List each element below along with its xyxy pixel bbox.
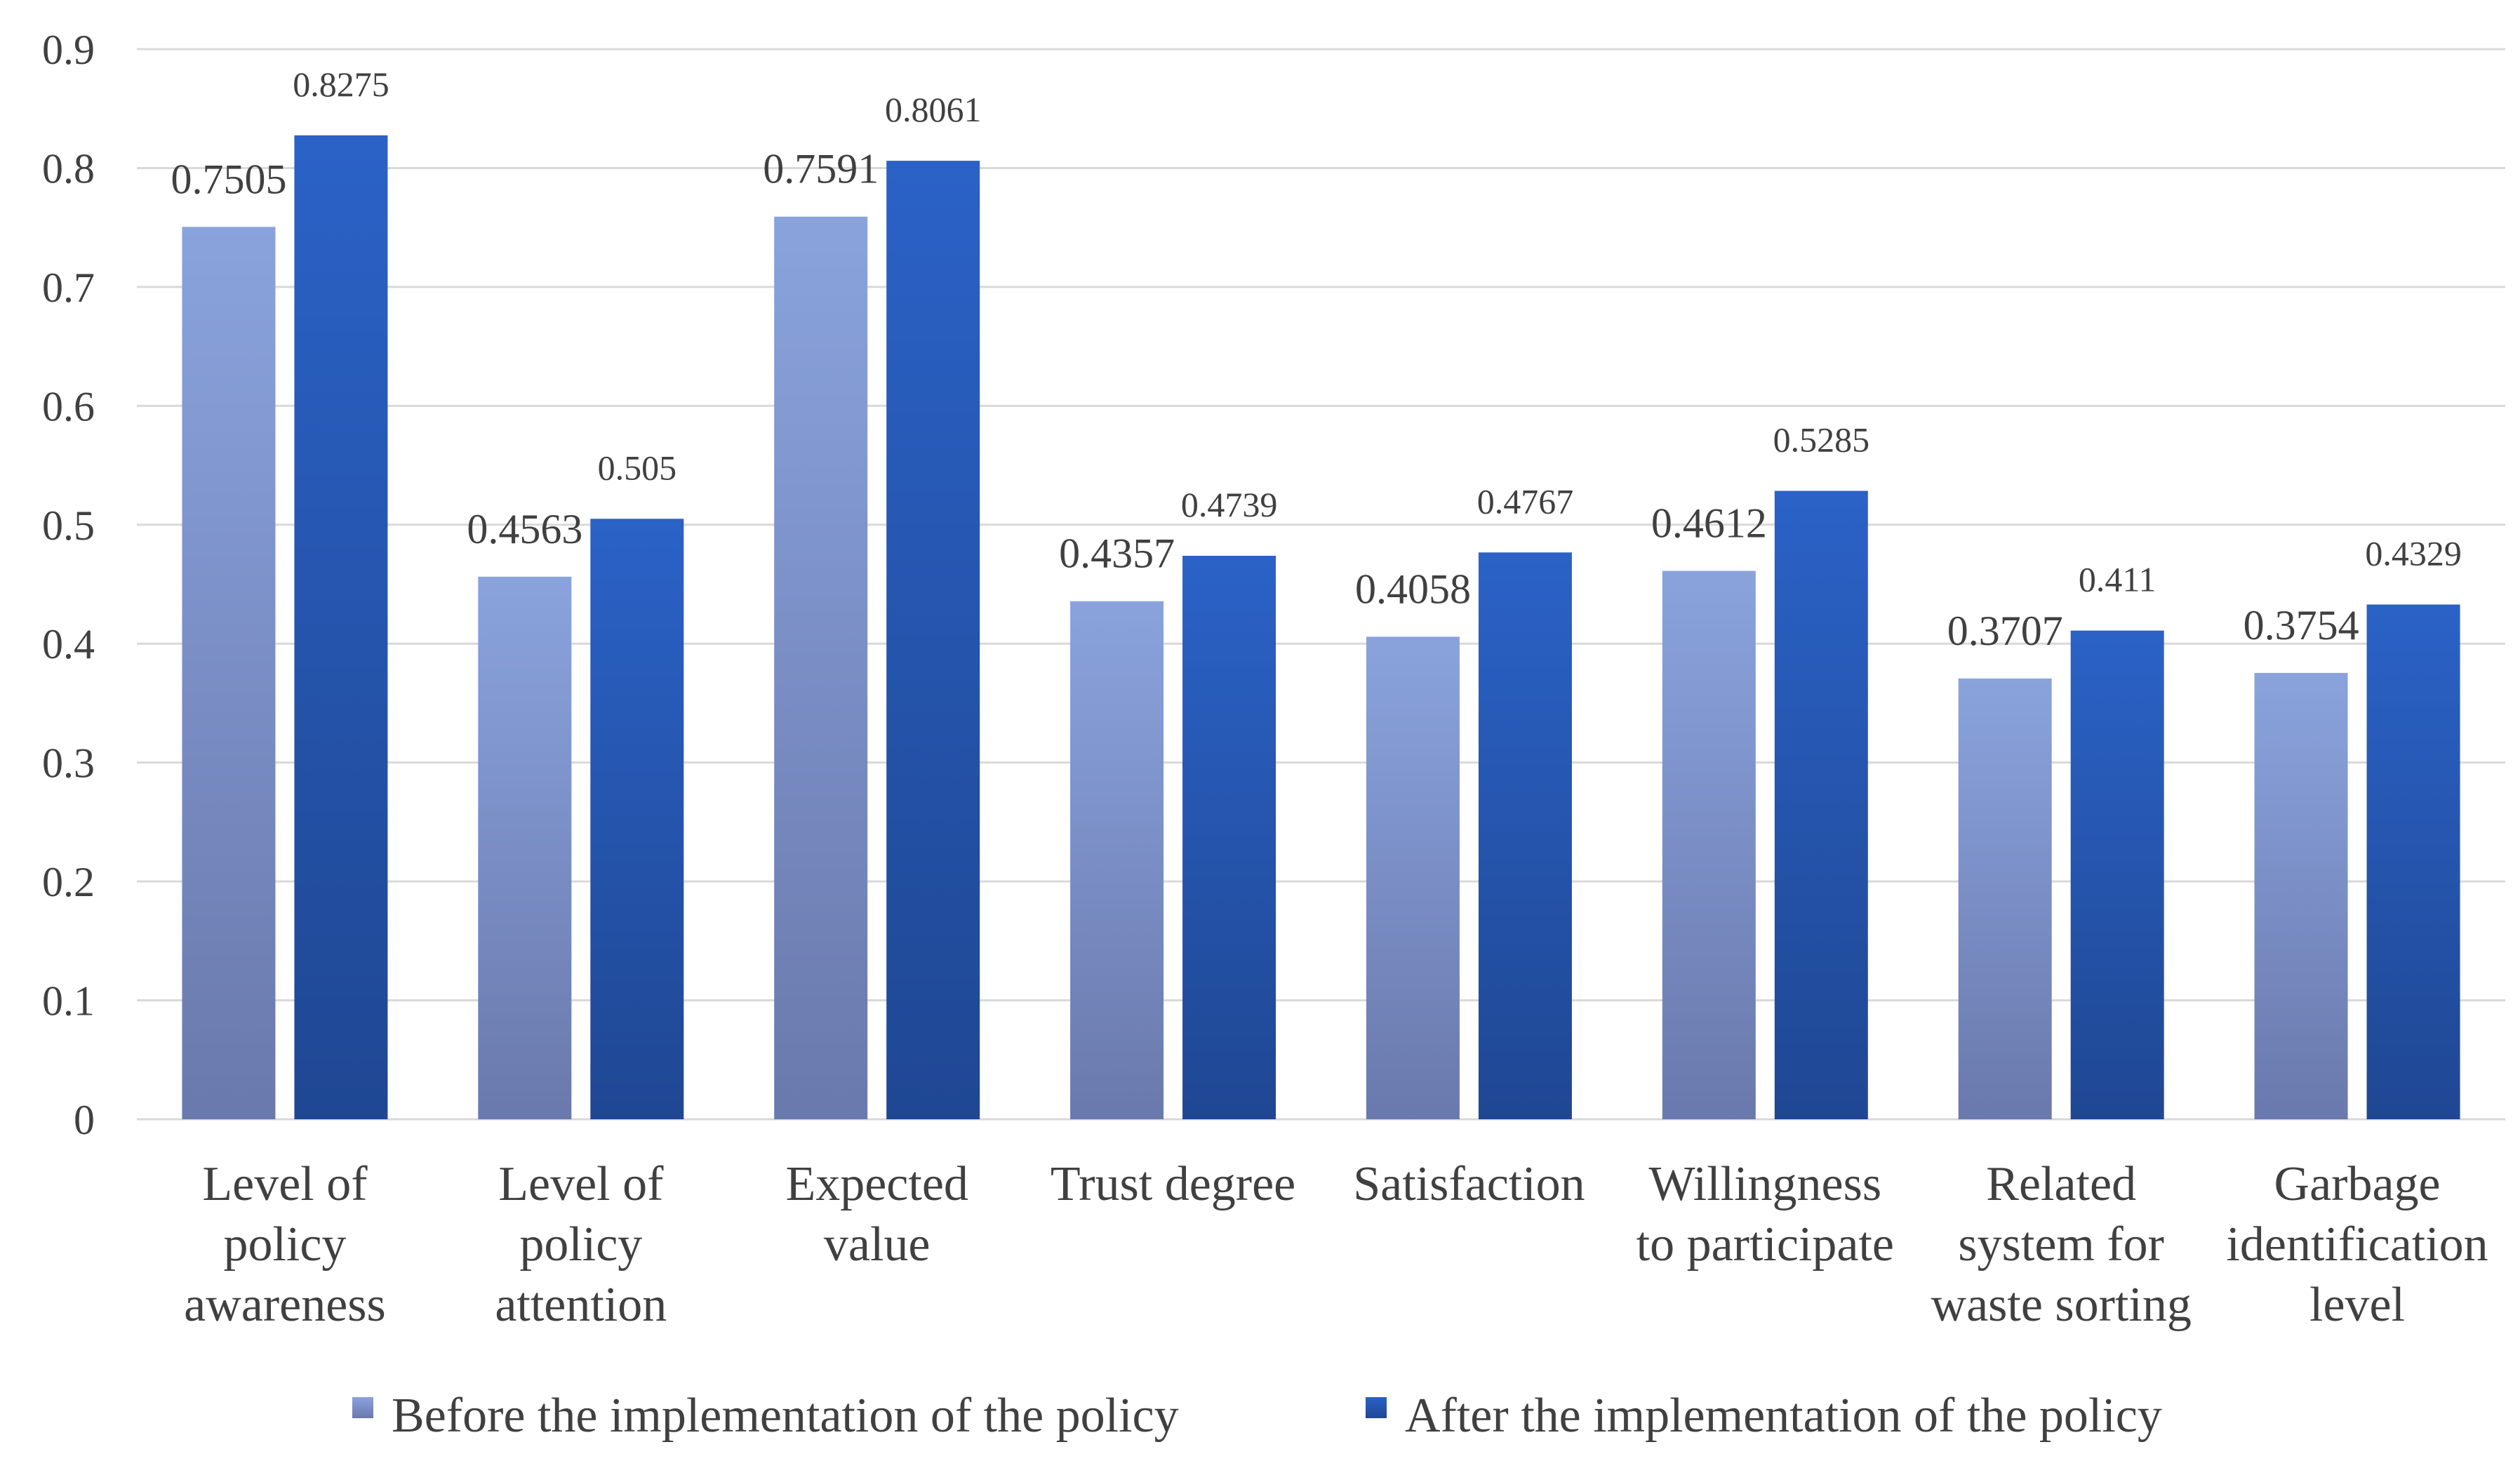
y-tick-label: 0.9 — [42, 27, 95, 73]
data-label-before: 0.3754 — [2244, 602, 2359, 648]
y-tick-label: 0.7 — [42, 265, 95, 311]
x-category-label: Trust degree — [1051, 1157, 1295, 1211]
x-category-label: Willingness to participate — [1636, 1157, 1894, 1272]
bar-after — [1478, 552, 1572, 1119]
y-axis-ticks: 0 0.1 0.2 0.3 0.4 0.5 0.6 0.7 0.8 0.9 — [42, 27, 95, 1143]
bar-before — [1958, 678, 2052, 1119]
y-tick-label: 0.4 — [42, 621, 95, 667]
legend-label-before: Before the implementation of the policy — [392, 1389, 1179, 1443]
bar-before — [2254, 672, 2348, 1119]
data-label-after: 0.4767 — [1477, 481, 1574, 521]
y-tick-label: 0.8 — [42, 145, 95, 192]
bar-before — [182, 227, 276, 1119]
y-tick-label: 0.1 — [42, 978, 95, 1025]
x-axis-categories: Level of policy awareness Level of policy att… — [184, 1157, 2488, 1332]
y-tick-label: 0.6 — [42, 383, 95, 429]
data-label-before: 0.4563 — [467, 506, 582, 552]
bar-before — [1070, 601, 1164, 1119]
legend: Before the implementation of the policy … — [352, 1389, 2162, 1443]
data-label-before: 0.4612 — [1651, 500, 1767, 547]
y-tick-label: 0.5 — [42, 502, 95, 549]
bar-before — [774, 216, 868, 1120]
bar-before — [478, 576, 572, 1119]
x-category-label: Related system for waste sorting — [1931, 1157, 2192, 1332]
data-label-before: 0.4357 — [1059, 531, 1175, 577]
x-category-label: Level of policy attention — [495, 1157, 667, 1332]
bar-after — [2070, 630, 2164, 1119]
bar-after — [294, 135, 388, 1120]
bar-after — [1182, 556, 1276, 1119]
bars — [182, 135, 2460, 1120]
y-tick-label: 0 — [74, 1097, 95, 1143]
x-category-label: Expected value — [785, 1157, 968, 1272]
data-label-before: 0.7591 — [763, 146, 879, 192]
data-label-after: 0.4739 — [1181, 485, 1278, 524]
data-label-before: 0.4058 — [1355, 566, 1471, 612]
y-tick-label: 0.3 — [42, 740, 95, 787]
data-label-after: 0.8275 — [293, 65, 389, 104]
bar-before — [1366, 636, 1460, 1119]
data-label-before: 0.3707 — [1947, 608, 2063, 654]
data-label-after: 0.411 — [2079, 560, 2156, 599]
y-tick-label: 0.2 — [42, 859, 95, 905]
x-category-label: Satisfaction — [1353, 1157, 1585, 1211]
bar-after — [1774, 491, 1868, 1119]
data-label-after: 0.8061 — [885, 90, 982, 129]
x-category-label: Level of policy awareness — [184, 1157, 386, 1332]
bar-after — [886, 161, 980, 1119]
bar-before — [1662, 571, 1756, 1119]
legend-swatch-before — [352, 1397, 373, 1418]
legend-swatch-after — [1366, 1397, 1387, 1418]
bar-after — [2366, 604, 2460, 1119]
data-label-after: 0.5285 — [1773, 420, 1870, 459]
legend-label-after: After the implementation of the policy — [1405, 1389, 2162, 1443]
x-category-label: Garbage identification level — [2226, 1157, 2488, 1332]
data-label-after: 0.4329 — [2365, 533, 2462, 573]
bar-after — [590, 519, 684, 1119]
data-label-after: 0.505 — [598, 448, 677, 487]
data-label-before: 0.7505 — [171, 156, 286, 202]
